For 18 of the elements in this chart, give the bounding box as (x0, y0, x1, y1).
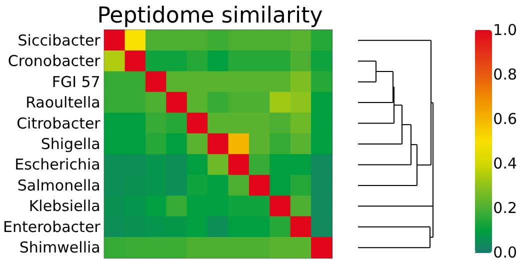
y-tick-label: Enterobacter (2, 218, 102, 236)
color-bar-label: 0.2 (493, 199, 518, 217)
y-tick-label: Raoultella (26, 94, 100, 112)
y-tick-label: Shimwellia (19, 238, 100, 257)
y-tick-label: Citrobacter (16, 114, 102, 132)
y-tick-label: FGI 57 (52, 72, 100, 91)
chart-title: Peptidome similarity (97, 4, 323, 28)
color-bar-label: 1.0 (493, 21, 518, 39)
y-tick-label: Salmonella (17, 176, 100, 194)
color-bar-label: 0.4 (493, 154, 518, 172)
color-bar-label: 0.6 (493, 110, 518, 128)
color-bar-label: 0.0 (493, 244, 518, 260)
y-tick-label: Klebsiella (28, 197, 100, 216)
color-bar-label: 0.8 (493, 66, 518, 84)
y-tick-label: Cronobacter (8, 52, 102, 70)
y-tick-label: Shigella (40, 135, 100, 153)
y-tick-label: Siccibacter (18, 31, 102, 50)
y-tick-label: Escherichia (14, 156, 100, 174)
